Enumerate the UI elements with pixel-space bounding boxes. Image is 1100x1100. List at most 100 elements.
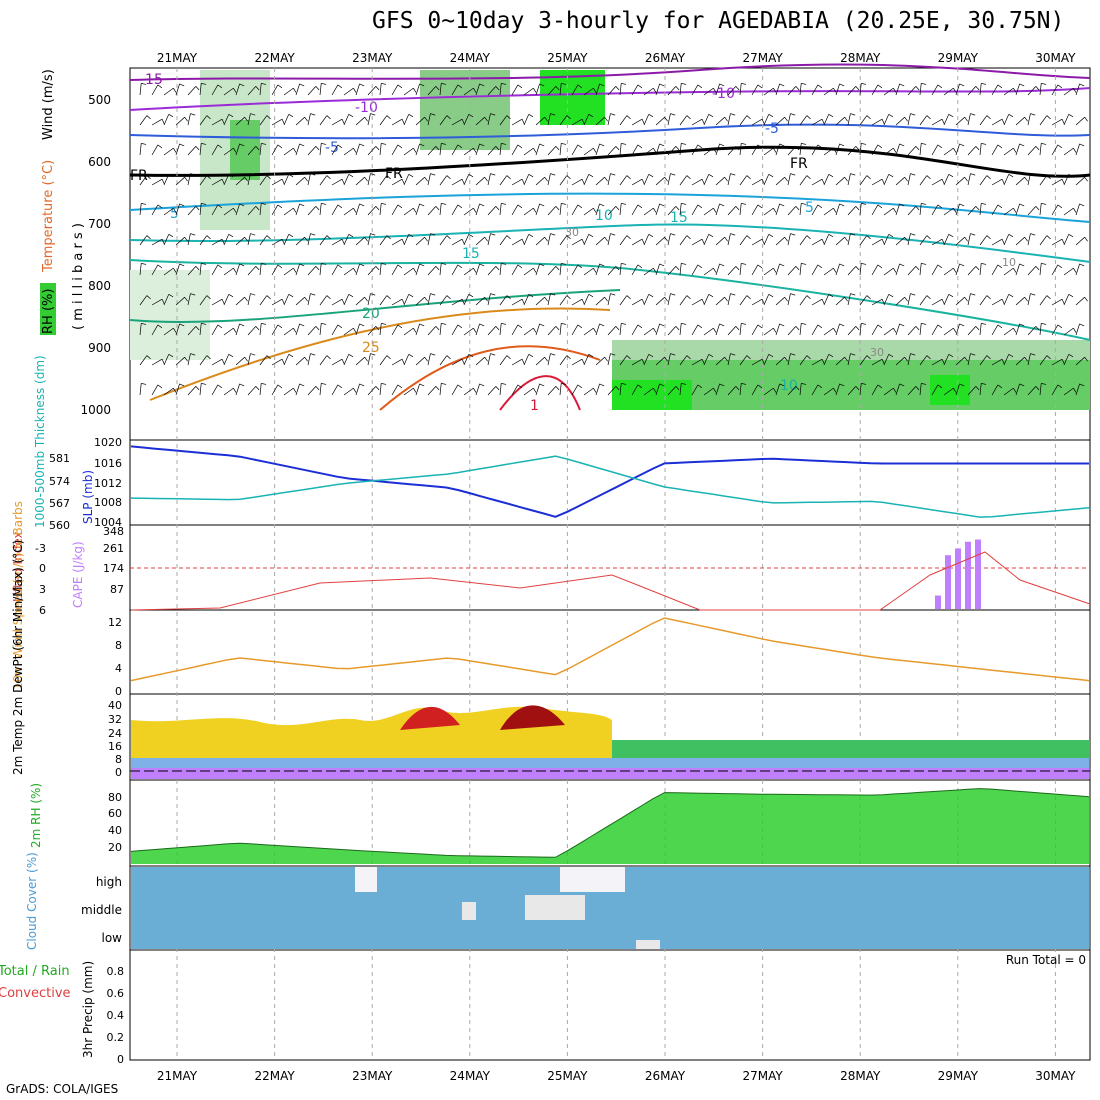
wind-barb [919,355,931,366]
wind-barb [295,116,308,126]
wind-barb [415,83,425,96]
label-fr-2: FR [385,166,403,182]
wind-barb [775,83,785,96]
wind-barb [499,115,511,126]
wind-barb [619,295,631,306]
wind-barb [511,84,523,96]
wind-barb [499,263,507,276]
wind-barb [847,266,860,276]
wind-barb [907,113,916,126]
wind-barb [787,206,800,216]
wind-barb [175,296,188,306]
thick-tick-567: 567 [49,497,70,510]
wind-barb [991,204,1003,216]
wind-barb [727,386,740,396]
wind-barb [811,358,825,366]
wind-barb [1039,175,1051,186]
wind-barb [403,114,414,126]
wind-barb [475,263,485,276]
wind-barb [259,235,271,246]
wind-barb [619,383,627,396]
wind-barb [151,84,163,96]
wind-barb [367,113,376,126]
wind-barb [727,86,740,96]
wind-barb [643,147,657,156]
wind-barb [1027,326,1040,336]
wind-barb [607,233,616,246]
wind-barb [559,295,571,306]
temp2m-panel: 40 32 24 16 8 0 2m Temp 2m DewPt (6hr Mi… [11,540,1090,779]
wind-barb [487,233,496,246]
wind-barb [295,143,305,156]
wind-barb [667,293,676,306]
date-label: 22MAY [254,51,295,65]
wind-barb [187,86,200,96]
wind-barb [751,84,763,96]
wind-barb [415,383,425,396]
wind-barb [463,294,474,306]
wind-barb [427,113,436,126]
label-30-d: 30 [565,226,579,239]
wind-barb [199,175,211,186]
wind-barb [871,118,885,126]
wind-barb [1015,203,1025,216]
wind-barb [1051,324,1063,336]
wind-barb [343,267,357,276]
wind-barb [391,384,403,396]
temperature-contours [129,63,1091,411]
wind-barb [211,358,225,366]
wind-barb [1027,293,1036,306]
wind-barb [175,383,185,396]
wind-barb [379,383,387,396]
wind-barb [403,87,417,96]
wind-barb [175,83,185,96]
wind-barb [583,147,597,156]
contour-minus10 [129,87,1091,111]
wind-barb [439,323,447,336]
wind-barb [571,358,585,366]
wind-barb [799,295,811,306]
wind-barb [667,173,676,186]
wind-barb [151,118,165,126]
wind-barb [751,238,765,246]
wind-barb [259,323,267,336]
wind-barb [187,233,196,246]
wind-barb [607,86,620,96]
wind-barb [967,386,980,396]
wind-barb [283,387,297,396]
precip-total-label: Total / Rain [0,964,70,979]
wind-barb [607,293,616,306]
wind-barb [607,326,620,336]
wind-barb [739,143,747,156]
wind-barb [835,383,845,396]
wind-barb [967,233,976,246]
wind-barb [715,116,728,126]
wind-barb [991,238,1005,246]
wind-barb [931,238,945,246]
upper-wind-label: Wind (m/s) [41,69,56,140]
wind-barb [691,324,703,336]
cape-tick-174: 174 [103,562,124,575]
wind-barb [991,264,1003,276]
slp-tick-1016: 1016 [94,457,122,470]
wind-barb [835,143,845,156]
wind-barb [715,83,725,96]
wind-barb [979,263,987,276]
wind-barb [271,204,283,216]
upper-ground-mask [131,410,1089,439]
wind-barb [751,358,765,366]
wind-barb [991,298,1005,306]
wind-barb [163,387,177,396]
wind-barb [883,327,897,336]
wind-barb [1003,327,1017,336]
wind-barb [331,358,345,366]
wind-barb [727,233,736,246]
wind-barb [943,174,954,186]
wind-barb [979,203,987,216]
wind-barb [343,147,357,156]
wind-barb [547,233,556,246]
wind-barb [715,263,725,276]
wind-barb [223,174,234,186]
wind-barb [487,146,500,156]
wind-barb [559,175,571,186]
